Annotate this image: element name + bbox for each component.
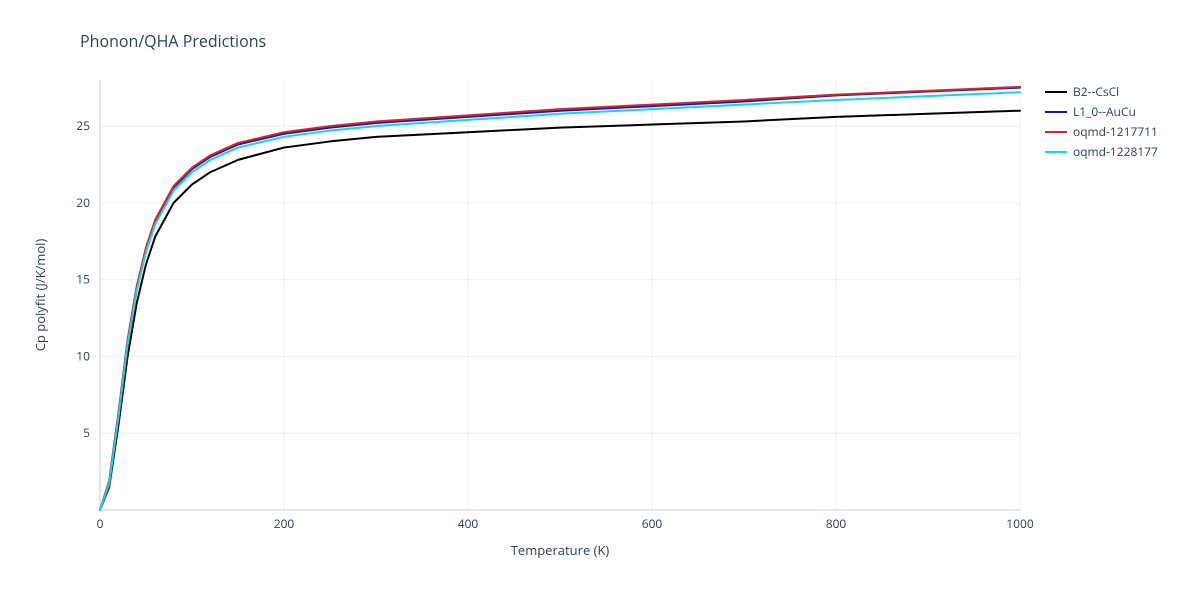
svg-text:15: 15	[76, 271, 90, 288]
legend-item[interactable]: B2--CsCl	[1045, 82, 1158, 102]
svg-text:800: 800	[826, 515, 847, 532]
svg-text:400: 400	[458, 515, 479, 532]
svg-text:20: 20	[76, 194, 90, 211]
svg-text:1000: 1000	[1006, 515, 1034, 532]
legend-item[interactable]: oqmd-1217711	[1045, 122, 1158, 142]
chart-container: Phonon/QHA Predictions 02004006008001000…	[0, 0, 1200, 600]
legend-swatch	[1045, 111, 1067, 113]
svg-text:10: 10	[76, 347, 90, 364]
legend-label: oqmd-1228177	[1073, 142, 1158, 162]
svg-text:25: 25	[76, 117, 90, 134]
legend-swatch	[1045, 131, 1067, 133]
svg-text:5: 5	[83, 424, 90, 441]
legend-label: oqmd-1217711	[1073, 122, 1158, 142]
legend-label: B2--CsCl	[1073, 82, 1119, 102]
svg-text:200: 200	[274, 515, 295, 532]
svg-text:0: 0	[97, 515, 104, 532]
svg-text:600: 600	[642, 515, 663, 532]
y-axis-label: Cp polyfit (J/K/mol)	[31, 239, 49, 352]
legend-swatch	[1045, 151, 1067, 153]
legend-label: L1_0--AuCu	[1073, 102, 1136, 122]
legend-swatch	[1045, 91, 1067, 93]
line-chart: 0 200 400 600 800 1000 5 10 15 20 25 Temperature (K…	[0, 0, 1200, 600]
x-axis-label: Temperature (K)	[511, 541, 610, 559]
legend-item[interactable]: L1_0--AuCu	[1045, 102, 1158, 122]
legend: B2--CsCl L1_0--AuCu oqmd-1217711 oqmd-12…	[1045, 82, 1158, 162]
legend-item[interactable]: oqmd-1228177	[1045, 142, 1158, 162]
